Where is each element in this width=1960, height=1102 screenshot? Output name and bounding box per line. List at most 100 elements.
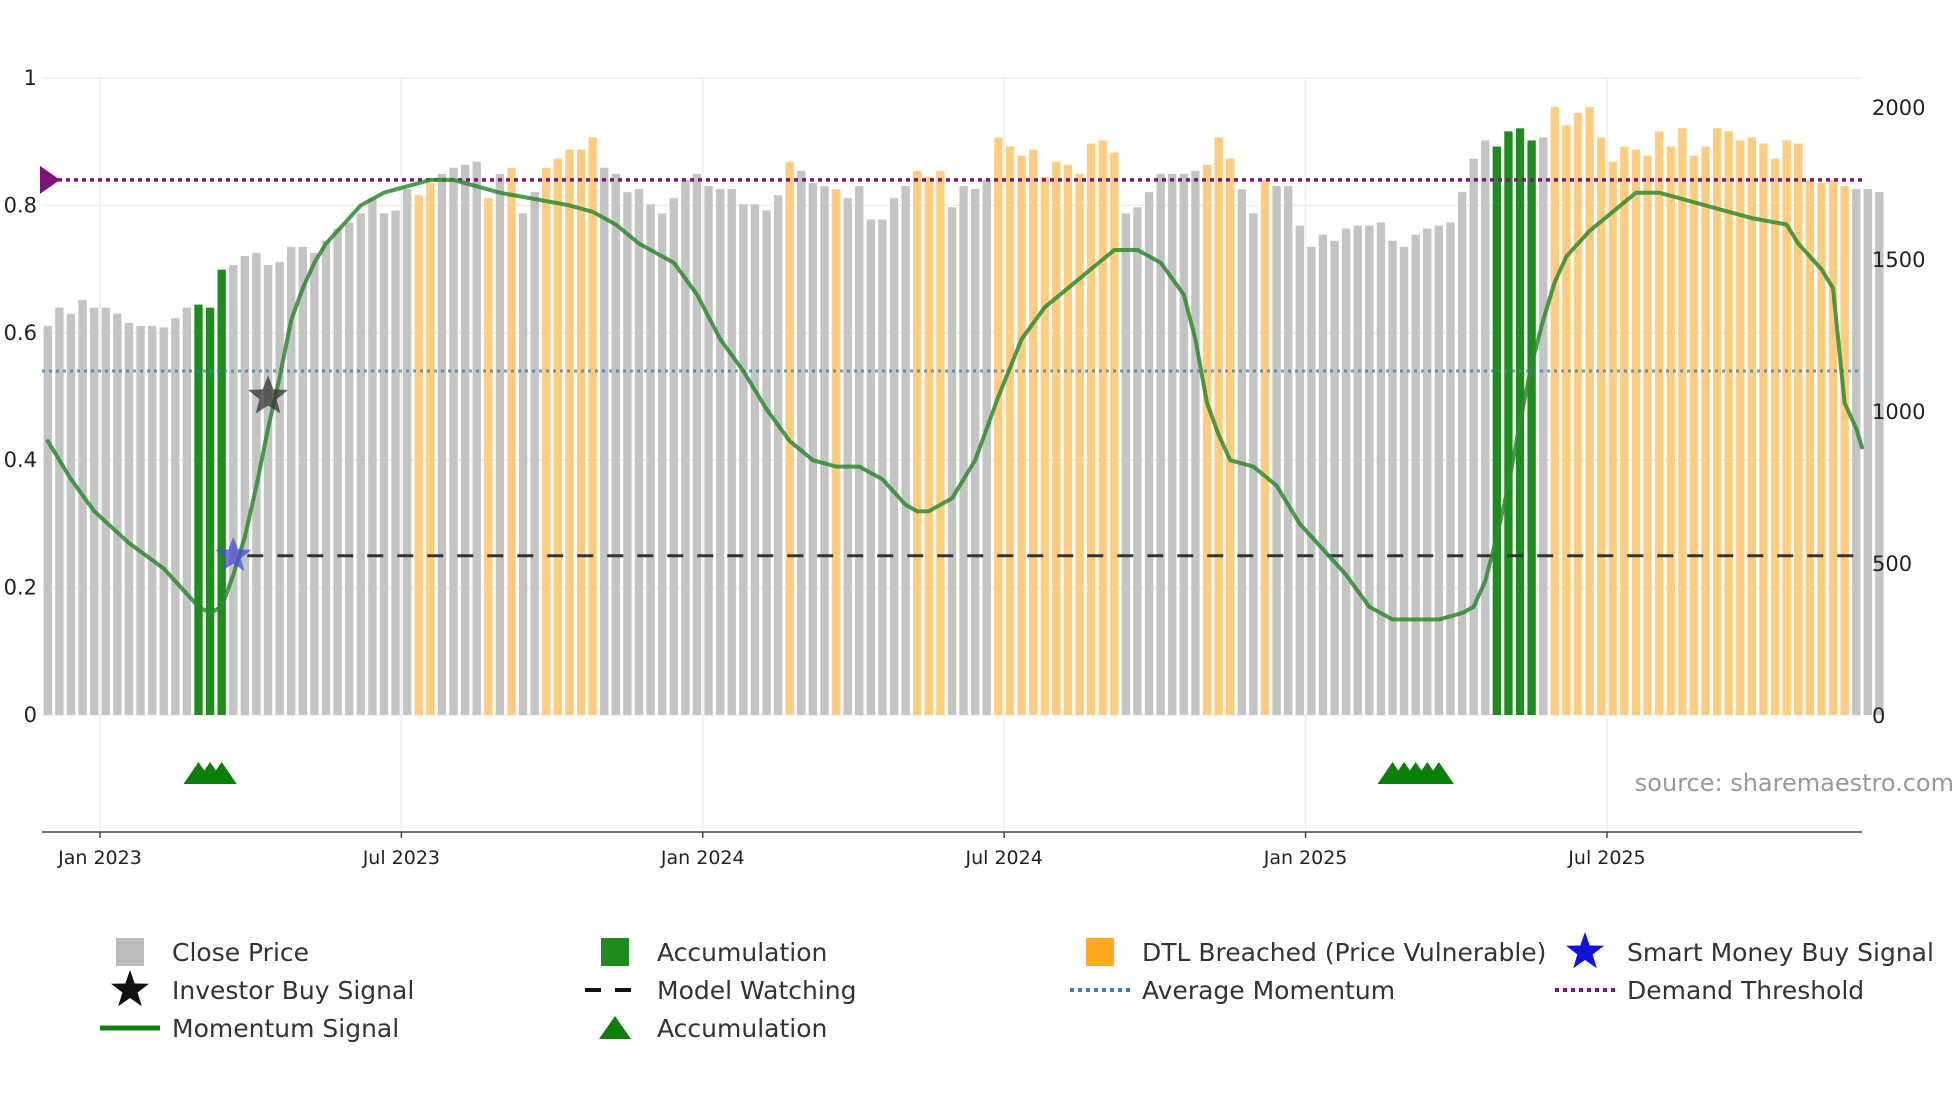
close-price-bar <box>518 213 528 715</box>
left-axis-tick-label: 0.2 <box>4 576 37 600</box>
close-price-bar <box>159 327 168 715</box>
close-price-bar <box>901 186 910 716</box>
legend-label: Accumulation <box>657 938 827 967</box>
close-price-bar <box>472 161 481 716</box>
smart-money-buy-signal-star <box>215 536 252 572</box>
close-price-bar <box>310 252 319 716</box>
close-price-bar <box>460 164 470 715</box>
dtl-breached-bar <box>553 158 563 715</box>
smart-money-buy-signal-star-icon <box>1566 932 1604 969</box>
dtl-breached-bar <box>1597 137 1606 715</box>
axes: 0 0.2 0.4 0.6 0.8 1 0 500 1000 1500 2000 Jan 2023 Ju… <box>4 66 1926 869</box>
dtl-breached-bar <box>1770 158 1780 715</box>
dtl-breached-bar <box>1260 179 1270 715</box>
close-price-bar <box>1318 234 1328 715</box>
dtl-breached-bar <box>1620 146 1629 715</box>
close-price-bar <box>1434 225 1444 715</box>
close-price-bar <box>124 322 134 715</box>
close-price-bar <box>681 179 690 715</box>
close-price-bar <box>1469 158 1478 715</box>
price-bars <box>43 107 1884 716</box>
legend-label: Demand Threshold <box>1627 976 1864 1005</box>
dtl-breached-bar <box>1747 137 1757 715</box>
dtl-breached-bar <box>588 137 597 715</box>
close-price-bar <box>704 186 713 716</box>
close-price-bar <box>669 198 678 715</box>
right-axis-tick-label: 2000 <box>1872 96 1925 120</box>
legend-label: Momentum Signal <box>172 1014 399 1043</box>
accumulation-marker <box>1423 762 1454 784</box>
dtl-breached-bar <box>936 170 945 716</box>
close-price-bar <box>287 246 296 715</box>
close-price-bar <box>437 173 447 715</box>
dtl-breached-bar <box>1017 155 1026 715</box>
dtl-breached-bar <box>507 167 516 716</box>
dtl-breached-bar <box>1805 179 1815 715</box>
dtl-breached-bar <box>1759 143 1768 716</box>
dtl-breached-bar <box>1608 161 1617 716</box>
signal-markers <box>183 375 1454 784</box>
left-axis-tick-label: 0.6 <box>4 321 37 345</box>
close-price-bar <box>43 325 52 715</box>
dtl-breached-bar <box>1075 173 1084 715</box>
close-price-bar <box>1272 186 1281 716</box>
dtl-breached-bar <box>924 176 933 716</box>
dtl-breached-bar <box>426 183 435 715</box>
legend-label: Accumulation <box>657 1014 827 1043</box>
dtl-breached-bar <box>1214 137 1223 715</box>
close-price-bar <box>1411 234 1420 715</box>
x-axis-tick-label: Jul 2023 <box>362 847 440 869</box>
dtl-breached-bar <box>1005 146 1015 715</box>
close-price-bar <box>866 219 876 716</box>
legend-item: Accumulation <box>599 1014 827 1043</box>
close-price-bar <box>263 265 273 715</box>
left-axis-tick-label: 0.4 <box>4 448 37 472</box>
investor-buy-signal-star-icon <box>111 970 149 1007</box>
close-price-bar <box>78 300 87 715</box>
dtl-breached-bar <box>831 189 841 715</box>
dtl-breached-bar <box>1226 158 1235 715</box>
legend-item: Close Price <box>116 938 309 967</box>
close-price-bar <box>750 204 760 715</box>
legend-item: Accumulation <box>601 938 827 967</box>
close-price-bar <box>820 186 829 716</box>
close-price-bar <box>275 262 284 715</box>
close-price-bar <box>147 325 157 715</box>
accumulation-bar <box>1492 146 1502 715</box>
close-price-bar <box>971 189 980 715</box>
close-price-bar <box>727 189 736 715</box>
close-price-bar <box>843 198 852 715</box>
accumulation-triangle-icon <box>599 1016 631 1039</box>
dtl-breached-bar <box>565 149 574 715</box>
close-price-bar <box>1539 137 1548 715</box>
close-price-bar <box>1237 189 1246 715</box>
source-label: source: sharemaestro.com <box>1635 769 1954 797</box>
close-price-bar <box>495 173 505 715</box>
dtl-breached-bar <box>1724 131 1733 715</box>
close-price-bar <box>1481 140 1490 715</box>
dtl-breached-bar <box>1202 164 1212 715</box>
dtl-breached-bar <box>1028 149 1038 715</box>
accumulation-bar <box>1504 131 1513 715</box>
dtl-breached-bar <box>1701 146 1710 715</box>
legend-item: Momentum Signal <box>100 1014 399 1043</box>
close-price-bar <box>600 167 609 716</box>
close-price-bar <box>1295 225 1304 715</box>
dtl-breached-bar <box>576 149 586 715</box>
investor-buy-signal-star <box>248 375 288 414</box>
dtl-breached-bar <box>1712 128 1722 715</box>
close-price-bar <box>1284 186 1293 716</box>
close-price-bar <box>762 210 771 716</box>
close-price-bar <box>1307 246 1316 715</box>
dtl-breached-bar <box>1678 128 1687 715</box>
dtl-breached-bar <box>1794 143 1803 716</box>
close-price-bar <box>298 246 307 715</box>
close-price-bar <box>55 307 64 715</box>
dtl-breached-bar <box>1550 107 1559 715</box>
right-axis-tick-label: 0 <box>1872 704 1885 728</box>
left-axis-tick-label: 0 <box>24 703 37 727</box>
close-price-bar <box>692 173 702 715</box>
dtl-breached-bar <box>1562 125 1571 716</box>
x-axis-tick-label: Jan 2024 <box>660 847 745 869</box>
